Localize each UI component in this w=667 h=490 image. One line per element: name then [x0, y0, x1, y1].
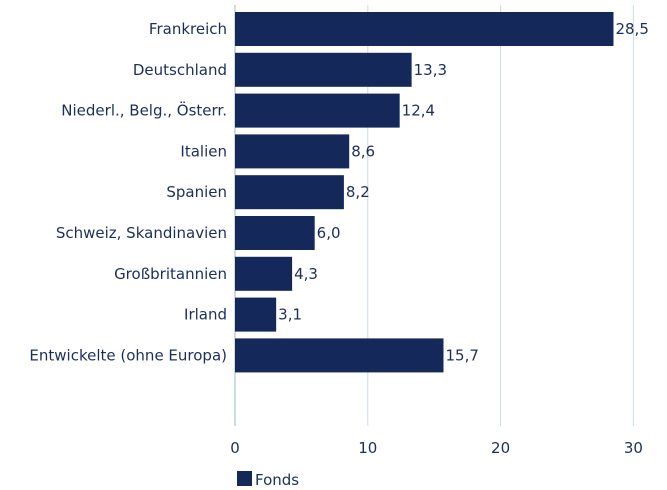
- legend: Fonds: [237, 471, 299, 489]
- category-label-8: Entwickelte (ohne Europa): [29, 346, 227, 364]
- bar-0: [235, 12, 614, 46]
- bars: [235, 12, 614, 373]
- value-labels: 28,5 13,3 12,4 8,6 8,2 6,0 4,3 3,1 15,7: [278, 20, 649, 364]
- value-label-1: 13,3: [414, 61, 447, 79]
- bar-8: [235, 338, 444, 373]
- bar-1: [235, 52, 412, 87]
- x-tick-label-0: 0: [230, 439, 240, 457]
- value-label-0: 28,5: [615, 20, 648, 38]
- x-tick-label-20: 20: [491, 439, 510, 457]
- value-label-7: 3,1: [278, 306, 302, 324]
- legend-label-fonds: Fonds: [255, 471, 299, 489]
- value-label-3: 8,6: [351, 142, 375, 160]
- legend-swatch-fonds: [237, 471, 252, 486]
- x-tick-label-10: 10: [358, 439, 377, 457]
- value-label-6: 4,3: [294, 265, 318, 283]
- value-label-8: 15,7: [445, 346, 478, 364]
- bar-6: [235, 256, 293, 291]
- category-label-0: Frankreich: [149, 20, 227, 38]
- x-tick-label-30: 30: [624, 439, 643, 457]
- category-labels: Frankreich Deutschland Niederl., Belg., Ös…: [29, 20, 227, 364]
- value-label-5: 6,0: [317, 224, 341, 242]
- category-label-2: Niederl., Belg., Österr.: [61, 101, 227, 120]
- category-label-6: Großbritannien: [114, 265, 227, 283]
- category-label-3: Italien: [180, 142, 227, 160]
- bar-2: [235, 93, 400, 128]
- value-label-2: 12,4: [402, 102, 435, 120]
- category-label-4: Spanien: [166, 183, 227, 201]
- x-tick-labels: 0 10 20 30: [230, 439, 643, 457]
- bar-3: [235, 134, 350, 169]
- category-label-1: Deutschland: [133, 61, 227, 79]
- bar-7: [235, 297, 277, 332]
- value-label-4: 8,2: [346, 183, 370, 201]
- bar-5: [235, 216, 315, 250]
- bar-4: [235, 175, 344, 210]
- category-label-7: Irland: [184, 306, 227, 324]
- category-label-5: Schweiz, Skandinavien: [56, 224, 227, 242]
